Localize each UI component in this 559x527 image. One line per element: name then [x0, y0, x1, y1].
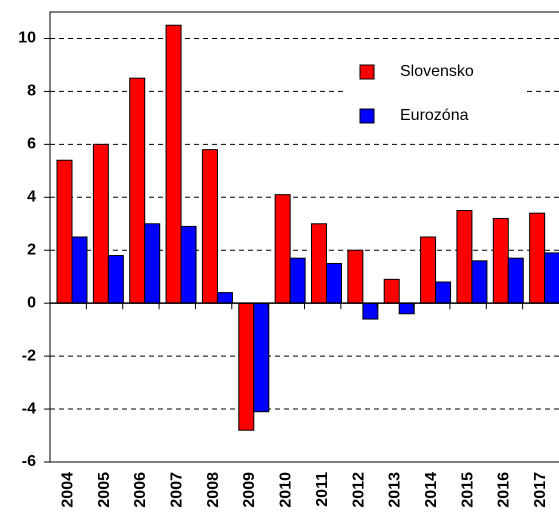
- x-tick-label: 2006: [132, 472, 149, 508]
- bar: [180, 225, 197, 304]
- y-tick-label: 10: [18, 30, 36, 47]
- x-tick-label: 2009: [241, 472, 258, 508]
- bar: [544, 252, 559, 304]
- bar: [107, 255, 124, 304]
- x-tick-label: 2017: [532, 472, 549, 508]
- x-tick-label: 2013: [387, 472, 404, 508]
- legend-box: [345, 50, 525, 140]
- bar: [253, 302, 270, 413]
- x-tick-label: 2012: [350, 472, 367, 508]
- bar: [471, 260, 488, 304]
- bar: [311, 223, 327, 304]
- legend-label: Slovensko: [400, 63, 474, 80]
- y-tick-label: -2: [22, 347, 36, 364]
- y-tick-label: -6: [22, 453, 36, 470]
- y-tick-label: 2: [27, 241, 36, 258]
- legend-swatch: [359, 108, 375, 124]
- bar: [71, 236, 88, 304]
- bar: [238, 302, 255, 431]
- bar: [129, 77, 146, 304]
- legend-swatch: [359, 64, 375, 80]
- bar: [362, 302, 379, 320]
- bar: [420, 236, 437, 304]
- x-tick-label: 2016: [496, 472, 513, 508]
- x-tick-label: 2004: [59, 472, 76, 508]
- bar: [92, 143, 109, 304]
- y-tick-label: 4: [27, 189, 36, 206]
- x-tick-label: 2011: [314, 472, 331, 507]
- bar: [507, 257, 524, 304]
- plot-frame: [49, 11, 559, 463]
- bar: [216, 292, 233, 304]
- y-tick-label: 8: [27, 83, 36, 100]
- bar: [144, 223, 161, 304]
- bar: [326, 262, 342, 304]
- bar: [274, 194, 291, 304]
- x-tick-label: 2014: [423, 472, 440, 508]
- x-tick-label: 2015: [459, 472, 476, 508]
- y-tick-label: -4: [22, 400, 36, 417]
- y-tick-label: 0: [27, 294, 36, 311]
- y-tick-label: 6: [27, 136, 36, 153]
- x-tick-label: 2007: [168, 472, 185, 508]
- legend-label: Eurozóna: [400, 107, 469, 124]
- x-tick-label: 2008: [205, 472, 222, 508]
- bar: [398, 302, 415, 315]
- bar: [56, 159, 73, 304]
- bar: [435, 281, 452, 304]
- bar: [383, 278, 400, 304]
- bar: [492, 217, 509, 304]
- x-tick-label: 2005: [96, 472, 113, 508]
- bar: [165, 24, 182, 304]
- x-tick-label: 2010: [278, 472, 295, 508]
- bar: [289, 257, 306, 304]
- bar: [347, 249, 364, 304]
- bar: [529, 212, 546, 304]
- bar: [456, 210, 473, 304]
- bar: [201, 149, 218, 304]
